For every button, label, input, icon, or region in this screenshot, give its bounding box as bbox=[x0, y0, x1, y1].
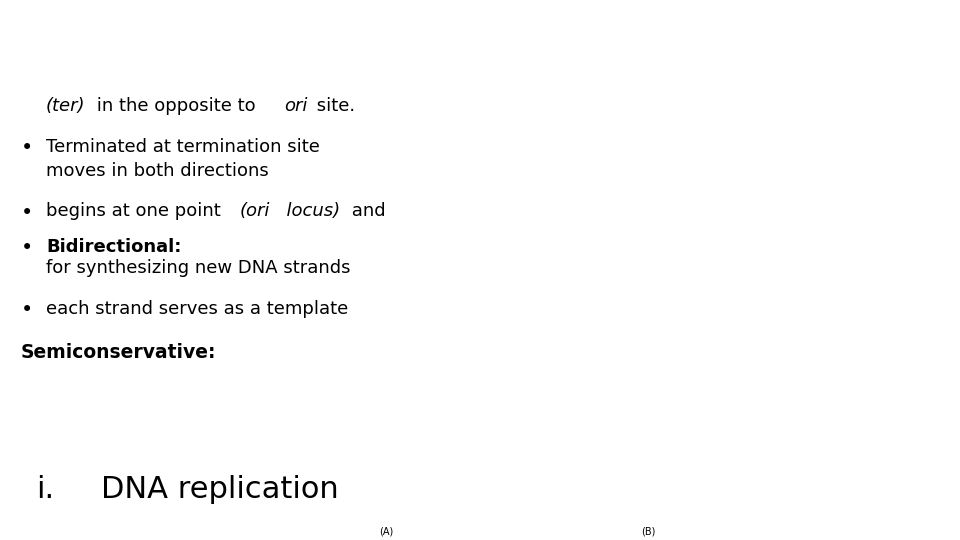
Text: Terminated at termination site: Terminated at termination site bbox=[46, 138, 320, 156]
Text: •: • bbox=[21, 138, 34, 158]
Text: i.: i. bbox=[36, 475, 55, 504]
Text: Semiconservative:: Semiconservative: bbox=[21, 343, 217, 362]
Text: for synthesizing new DNA strands: for synthesizing new DNA strands bbox=[46, 259, 350, 277]
Text: locus): locus) bbox=[275, 202, 340, 220]
Text: (A): (A) bbox=[379, 526, 394, 537]
Text: in the opposite to: in the opposite to bbox=[90, 97, 261, 115]
Text: and: and bbox=[347, 202, 386, 220]
Text: Bidirectional:: Bidirectional: bbox=[46, 238, 181, 255]
Text: (ori: (ori bbox=[239, 202, 270, 220]
Text: moves in both directions: moves in both directions bbox=[46, 162, 269, 180]
Text: (B): (B) bbox=[641, 526, 656, 537]
Text: each strand serves as a template: each strand serves as a template bbox=[46, 300, 348, 318]
Text: ori: ori bbox=[284, 97, 307, 115]
Text: •: • bbox=[21, 202, 34, 222]
Text: begins at one point: begins at one point bbox=[46, 202, 227, 220]
Text: (ter): (ter) bbox=[46, 97, 85, 115]
Text: site.: site. bbox=[311, 97, 355, 115]
Text: DNA replication: DNA replication bbox=[101, 475, 339, 504]
Text: •: • bbox=[21, 300, 34, 320]
Text: •: • bbox=[21, 238, 34, 258]
